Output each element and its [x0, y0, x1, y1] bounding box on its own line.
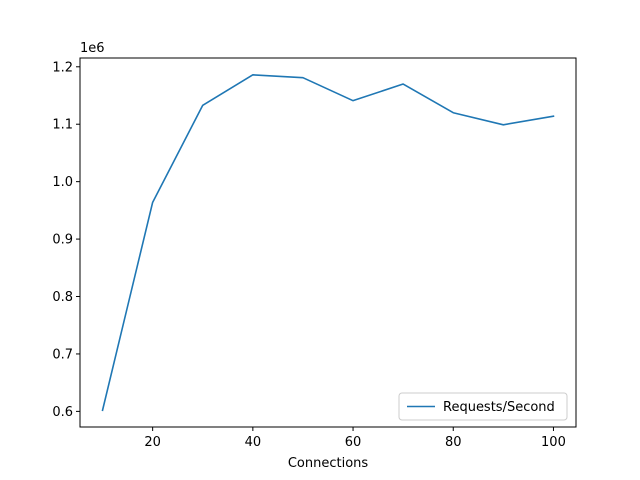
x-axis-label: Connections: [288, 456, 369, 471]
x-tick-label: 80: [445, 435, 462, 450]
y-tick-label: 0.6: [52, 405, 73, 420]
x-tick-label: 60: [345, 435, 362, 450]
x-tick-label: 20: [144, 435, 161, 450]
legend-label: Requests/Second: [443, 400, 555, 415]
y-tick-label: 0.8: [52, 290, 73, 305]
y-tick-label: 0.9: [52, 233, 73, 248]
plot-area: 20 40 60 80 100 0.6 0.7 0.8 0.9 1.0 1.1 1.2 Requests…: [52, 57, 577, 450]
x-tick-label: 100: [541, 435, 566, 450]
y-tick-label: 0.7: [52, 347, 73, 362]
legend-box: [398, 392, 568, 421]
y-axis-offset-label: 1e6: [80, 41, 105, 56]
y-tick-label: 1.1: [52, 118, 73, 133]
series-line: [101, 74, 555, 412]
y-tick-label: 1.0: [52, 175, 73, 190]
x-tick-label: 40: [245, 435, 262, 450]
axes-frame: [79, 57, 577, 428]
y-tick-label: 1.2: [52, 60, 73, 75]
